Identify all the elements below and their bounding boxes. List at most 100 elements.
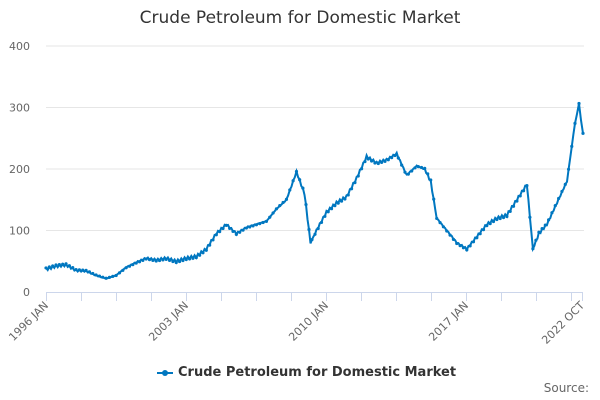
data-point[interactable] bbox=[211, 238, 215, 242]
data-point[interactable] bbox=[188, 257, 192, 261]
data-point[interactable] bbox=[284, 197, 289, 201]
data-point[interactable] bbox=[77, 268, 81, 272]
data-point[interactable] bbox=[310, 237, 314, 242]
data-point[interactable] bbox=[51, 264, 55, 268]
data-point[interactable] bbox=[471, 240, 476, 244]
data-point[interactable] bbox=[570, 144, 574, 148]
data-point[interactable] bbox=[278, 204, 282, 208]
data-point[interactable] bbox=[313, 232, 317, 236]
data-point[interactable] bbox=[515, 199, 519, 203]
data-point[interactable] bbox=[547, 218, 551, 222]
data-point[interactable] bbox=[64, 262, 68, 266]
data-point[interactable] bbox=[47, 265, 51, 269]
data-point[interactable] bbox=[438, 221, 442, 225]
data-point[interactable] bbox=[343, 197, 347, 201]
data-point[interactable] bbox=[465, 248, 469, 252]
data-point[interactable] bbox=[508, 209, 512, 213]
data-point[interactable] bbox=[268, 215, 272, 219]
data-point[interactable] bbox=[353, 181, 357, 185]
data-point[interactable] bbox=[137, 260, 142, 264]
data-point[interactable] bbox=[336, 201, 340, 205]
data-point[interactable] bbox=[563, 182, 567, 186]
data-point[interactable] bbox=[241, 228, 245, 232]
data-point[interactable] bbox=[495, 217, 499, 222]
data-point[interactable] bbox=[107, 275, 112, 279]
data-point[interactable] bbox=[363, 159, 367, 164]
data-point[interactable] bbox=[445, 229, 449, 233]
data-point[interactable] bbox=[393, 153, 397, 158]
data-point[interactable] bbox=[171, 259, 175, 264]
data-point[interactable] bbox=[307, 227, 311, 232]
data-point[interactable] bbox=[134, 261, 138, 265]
data-point[interactable] bbox=[339, 199, 344, 203]
data-point[interactable] bbox=[468, 244, 472, 248]
data-point[interactable] bbox=[131, 263, 135, 267]
data-point[interactable] bbox=[550, 211, 554, 215]
data-point[interactable] bbox=[386, 158, 390, 162]
data-point[interactable] bbox=[91, 271, 95, 276]
data-point[interactable] bbox=[154, 259, 158, 263]
data-point[interactable] bbox=[370, 159, 374, 163]
data-point[interactable] bbox=[234, 232, 238, 237]
data-point[interactable] bbox=[429, 178, 433, 182]
data-point[interactable] bbox=[74, 267, 78, 272]
data-point[interactable] bbox=[304, 202, 308, 207]
data-point[interactable] bbox=[231, 229, 235, 234]
data-point[interactable] bbox=[333, 204, 337, 208]
data-point[interactable] bbox=[376, 161, 380, 166]
data-point[interactable] bbox=[400, 163, 404, 167]
data-point[interactable] bbox=[448, 233, 452, 237]
data-point[interactable] bbox=[346, 193, 350, 197]
data-point[interactable] bbox=[501, 215, 506, 220]
data-point[interactable] bbox=[475, 236, 479, 240]
data-point[interactable] bbox=[111, 274, 115, 279]
data-point[interactable] bbox=[423, 166, 427, 170]
data-point[interactable] bbox=[201, 251, 205, 255]
data-point[interactable] bbox=[557, 196, 561, 201]
data-point[interactable] bbox=[57, 262, 61, 267]
data-point[interactable] bbox=[224, 223, 228, 227]
data-point[interactable] bbox=[101, 275, 105, 279]
data-point[interactable] bbox=[537, 230, 541, 234]
data-point[interactable] bbox=[540, 226, 544, 231]
data-point[interactable] bbox=[258, 222, 262, 226]
data-point[interactable] bbox=[455, 241, 459, 246]
data-point[interactable] bbox=[161, 258, 165, 262]
data-point[interactable] bbox=[366, 157, 370, 161]
data-point[interactable] bbox=[71, 266, 75, 270]
data-point[interactable] bbox=[553, 204, 557, 208]
data-point[interactable] bbox=[396, 156, 400, 160]
data-point[interactable] bbox=[54, 263, 58, 267]
data-point[interactable] bbox=[461, 246, 466, 250]
data-point[interactable] bbox=[221, 226, 225, 231]
data-point[interactable] bbox=[151, 258, 155, 262]
data-point[interactable] bbox=[383, 159, 387, 163]
data-point[interactable] bbox=[581, 131, 585, 135]
data-point[interactable] bbox=[416, 165, 420, 169]
data-point[interactable] bbox=[177, 259, 182, 264]
data-point[interactable] bbox=[121, 268, 125, 272]
data-point[interactable] bbox=[531, 247, 535, 251]
data-point[interactable] bbox=[127, 264, 132, 268]
data-point[interactable] bbox=[174, 260, 178, 265]
data-point[interactable] bbox=[251, 224, 255, 228]
data-point[interactable] bbox=[228, 226, 232, 231]
data-point[interactable] bbox=[167, 258, 172, 263]
data-point[interactable] bbox=[164, 257, 168, 261]
data-point[interactable] bbox=[274, 207, 279, 211]
data-point[interactable] bbox=[451, 237, 456, 241]
data-point[interactable] bbox=[181, 258, 185, 263]
data-point[interactable] bbox=[157, 258, 162, 263]
data-point[interactable] bbox=[147, 258, 152, 262]
data-point[interactable] bbox=[435, 216, 439, 221]
data-point[interactable] bbox=[323, 214, 327, 218]
data-point[interactable] bbox=[214, 233, 218, 237]
data-point[interactable] bbox=[573, 121, 577, 126]
data-point[interactable] bbox=[543, 223, 547, 227]
data-point[interactable] bbox=[432, 197, 436, 201]
data-point[interactable] bbox=[349, 187, 354, 191]
data-point[interactable] bbox=[194, 256, 198, 260]
data-point[interactable] bbox=[356, 174, 360, 178]
data-point[interactable] bbox=[373, 161, 377, 165]
data-point[interactable] bbox=[485, 223, 489, 228]
